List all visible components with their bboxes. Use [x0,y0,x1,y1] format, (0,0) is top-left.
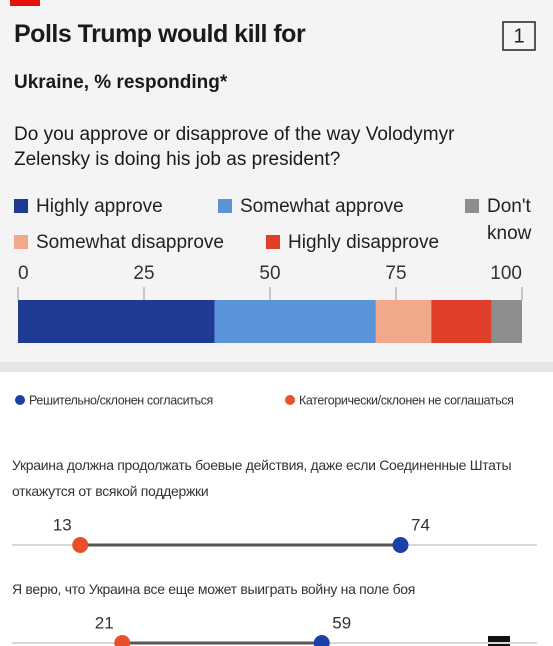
value-label: 13 [53,515,72,534]
legend-swatch [218,199,232,213]
x-tick-label: 25 [133,263,154,284]
dot [114,635,131,646]
legend-swatch [266,235,280,249]
badge-box [502,21,536,51]
legend-dot [15,395,25,405]
legend-label: Somewhat approve [240,196,404,217]
bar-segment [18,300,215,343]
brand-tag [10,0,40,6]
category-label: Я верю, что Украина все еще может выигра… [12,581,416,597]
x-tick-label: 0 [18,263,29,284]
legend-label: Don't know [487,196,532,244]
legend-swatch [14,235,28,249]
legend-label: Somewhat disapprove [36,232,224,253]
category-label: Украина должна продолжать боевые действи… [12,457,512,499]
legend-label: Решительно/склонен согласиться [29,393,213,407]
legend-swatch [465,199,479,213]
bar-segment [431,300,492,343]
subtitle: Ukraine, % responding* [14,72,228,93]
legend-swatch [14,199,28,213]
value-label: 59 [332,613,351,632]
x-tick-label: 100 [490,263,522,284]
bar-segment [375,300,432,343]
legend-label: Highly approve [36,196,163,217]
chart-title: Polls Trump would kill for [14,20,306,48]
dot [392,537,409,553]
legend-dot [285,395,295,405]
value-label: 21 [95,613,114,632]
question: Do you approve or disapprove of the way … [14,124,455,170]
legend-label: Категорически/склонен не соглашаться [299,393,514,407]
legend-label: Highly disapprove [288,232,440,253]
dot [313,635,330,646]
bar-segment [214,300,376,343]
value-label: 74 [411,515,430,534]
bar-segment [491,300,522,343]
x-tick-label: 50 [259,263,280,284]
dot [72,537,89,553]
separator [0,362,553,372]
badge: 1 [513,25,524,47]
x-tick-label: 75 [385,263,406,284]
decoration [488,636,510,646]
